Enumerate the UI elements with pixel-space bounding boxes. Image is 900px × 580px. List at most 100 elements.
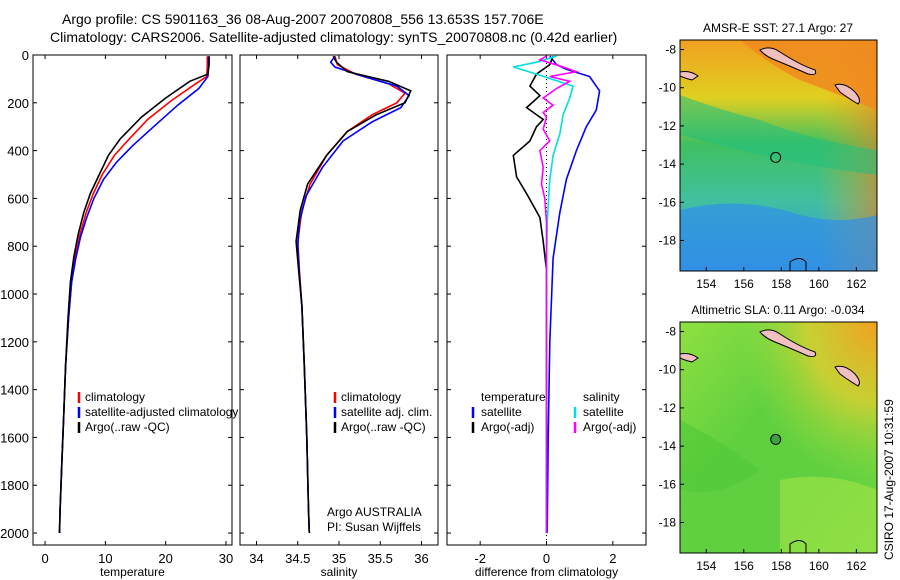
temperature-xlabel: temperature bbox=[100, 565, 165, 579]
salinity-panel: 34 34.5 35 35.5 36 salinity climatologysatelli… bbox=[239, 54, 439, 579]
sla-map-ytick-label: -18 bbox=[659, 515, 677, 529]
salinity-annotation-line-2: PI: Susan Wijffels bbox=[327, 520, 421, 534]
salinity-legend-label: climatology bbox=[341, 390, 401, 404]
sla-south-region bbox=[780, 476, 877, 553]
sst-map-xtick-label: 154 bbox=[696, 277, 716, 291]
sla-map-title: Altimetric SLA: 0.11 Argo: -0.034 bbox=[691, 303, 865, 317]
difference-legend-temp-label: Argo(-adj) bbox=[481, 420, 534, 434]
salinity-annotation-line-1: Argo AUSTRALIA bbox=[327, 505, 422, 519]
sla-argo-marker bbox=[770, 433, 782, 445]
salinity-legend-label: satellite adj. clim. bbox=[341, 405, 432, 419]
salinity-xtick-label: 35.5 bbox=[368, 551, 393, 566]
difference-legend-sal-title: salinity bbox=[583, 390, 620, 404]
temperature-panel: 0 200 400 600 800 1000 1200 1400 1600 1800 2000 0 10… bbox=[0, 48, 238, 579]
sst-map-ytick-label: -8 bbox=[665, 43, 676, 57]
sla-map-xtick-label: 158 bbox=[771, 559, 791, 573]
difference-series-sal-argo bbox=[537, 55, 580, 533]
difference-series-temp-satellite bbox=[546, 55, 601, 534]
temperature-ytick-label: 1200 bbox=[0, 335, 29, 350]
sla-map-panel: Altimetric SLA: 0.11 Argo: -0.034 154 156… bbox=[659, 303, 878, 573]
salinity-legend-label: Argo(..raw -QC) bbox=[341, 420, 426, 434]
sst-map-xtick-label: 160 bbox=[809, 277, 829, 291]
temperature-xtick-label: 10 bbox=[98, 551, 112, 566]
salinity-frame bbox=[239, 54, 439, 546]
sla-map-xtick-label: 156 bbox=[734, 559, 754, 573]
temperature-ytick-label: 200 bbox=[7, 96, 29, 111]
temperature-legend-label: Argo(..raw -QC) bbox=[85, 420, 170, 434]
sst-mid-band bbox=[680, 95, 877, 175]
sst-map-ytick-label: -10 bbox=[659, 81, 677, 95]
temperature-legend-label: climatology bbox=[85, 390, 145, 404]
temperature-series-climatology bbox=[58, 56, 209, 534]
title-line-2: Climatology: CARS2006. Satellite-adjuste… bbox=[50, 29, 617, 45]
sla-map-xtick-label: 154 bbox=[696, 559, 716, 573]
salinity-xtick-label: 34.5 bbox=[285, 551, 310, 566]
sla-map-ytick-label: -12 bbox=[659, 401, 677, 415]
temperature-ytick-label: 600 bbox=[7, 191, 29, 206]
sla-map-xtick-label: 160 bbox=[809, 559, 829, 573]
temperature-xtick-label: 0 bbox=[41, 551, 48, 566]
temperature-series-satellite bbox=[58, 56, 210, 534]
sla-map-frame bbox=[679, 321, 878, 554]
temperature-frame bbox=[32, 54, 233, 546]
salinity-xtick-label: 36 bbox=[414, 551, 428, 566]
title-line-1: Argo profile: CS 5901163_36 08-Aug-2007 … bbox=[62, 11, 544, 27]
temperature-ytick-label: 2000 bbox=[0, 526, 29, 541]
difference-legend-sal-label: satellite bbox=[583, 405, 624, 419]
sla-map-ytick-label: -8 bbox=[665, 325, 676, 339]
sst-map-frame bbox=[679, 39, 878, 272]
sst-map-title: AMSR-E SST: 27.1 Argo: 27 bbox=[703, 21, 853, 35]
temperature-legend-label: satellite-adjusted climatology bbox=[85, 405, 238, 419]
temperature-ytick-label: 1800 bbox=[0, 478, 29, 493]
salinity-series-climatology bbox=[296, 55, 407, 534]
temperature-ytick-label: 400 bbox=[7, 144, 29, 159]
sla-island-solomon bbox=[759, 329, 817, 357]
salinity-xlabel: salinity bbox=[321, 565, 358, 579]
sst-map-ytick-label: -12 bbox=[659, 119, 677, 133]
difference-xlabel: difference from climatology bbox=[475, 565, 618, 579]
sla-island-west bbox=[680, 353, 699, 363]
temperature-ytick-label: 1600 bbox=[0, 430, 29, 445]
temperature-ytick-label: 800 bbox=[7, 239, 29, 254]
sst-island-makira bbox=[834, 83, 860, 105]
sla-island-makira bbox=[834, 365, 860, 387]
temperature-series-argo bbox=[58, 56, 210, 534]
sst-map-xtick-label: 156 bbox=[734, 277, 754, 291]
sst-map-axes: 154 156 158 160 162 -8 -10 -12 -14 -16 -18 bbox=[659, 43, 867, 291]
difference-legend-temp-label: satellite bbox=[481, 405, 522, 419]
sla-map-axes: 154 156 158 160 162 -8 -10 -12 -14 -16 -18 bbox=[659, 325, 867, 573]
temperature-ytick-label: 0 bbox=[22, 48, 29, 63]
sla-map-ytick-label: -16 bbox=[659, 477, 677, 491]
timestamp-stamp: CSIRO 17-Aug-2007 10:31:59 bbox=[882, 399, 896, 560]
temperature-ytick-label: 1400 bbox=[0, 383, 29, 398]
sla-map-ytick-label: -14 bbox=[659, 439, 677, 453]
sst-map-xtick-label: 162 bbox=[846, 277, 866, 291]
sla-map-xtick-label: 162 bbox=[846, 559, 866, 573]
sla-island-south bbox=[789, 540, 807, 553]
difference-xtick-label: 2 bbox=[609, 551, 616, 566]
sst-island-west bbox=[680, 71, 699, 81]
sst-map-panel: AMSR-E SST: 27.1 Argo: 27 154 156 158 160 16… bbox=[659, 21, 878, 291]
sst-map-ytick-label: -18 bbox=[659, 233, 677, 247]
temperature-xtick-label: 20 bbox=[158, 551, 172, 566]
difference-legend-temp-title: temperature bbox=[481, 390, 546, 404]
salinity-xtick-label: 35 bbox=[332, 551, 346, 566]
difference-xtick-label: 0 bbox=[543, 551, 550, 566]
difference-xtick-label: -2 bbox=[474, 551, 486, 566]
sst-map-ytick-label: -16 bbox=[659, 195, 677, 209]
sst-island-south bbox=[789, 258, 807, 271]
sst-map-xtick-label: 158 bbox=[771, 277, 791, 291]
salinity-xtick-label: 34 bbox=[249, 551, 263, 566]
temperature-ytick-label: 1000 bbox=[0, 287, 29, 302]
sst-map-ytick-label: -14 bbox=[659, 157, 677, 171]
sst-island-solomon bbox=[759, 47, 817, 75]
salinity-series-argo bbox=[295, 55, 412, 534]
sla-low-region bbox=[680, 420, 760, 493]
sst-argo-marker bbox=[770, 151, 782, 163]
temperature-xtick-label: 30 bbox=[219, 551, 233, 566]
sst-cool-region bbox=[680, 203, 877, 271]
sla-map-ytick-label: -10 bbox=[659, 363, 677, 377]
difference-legend-sal-label: Argo(-adj) bbox=[583, 420, 636, 434]
